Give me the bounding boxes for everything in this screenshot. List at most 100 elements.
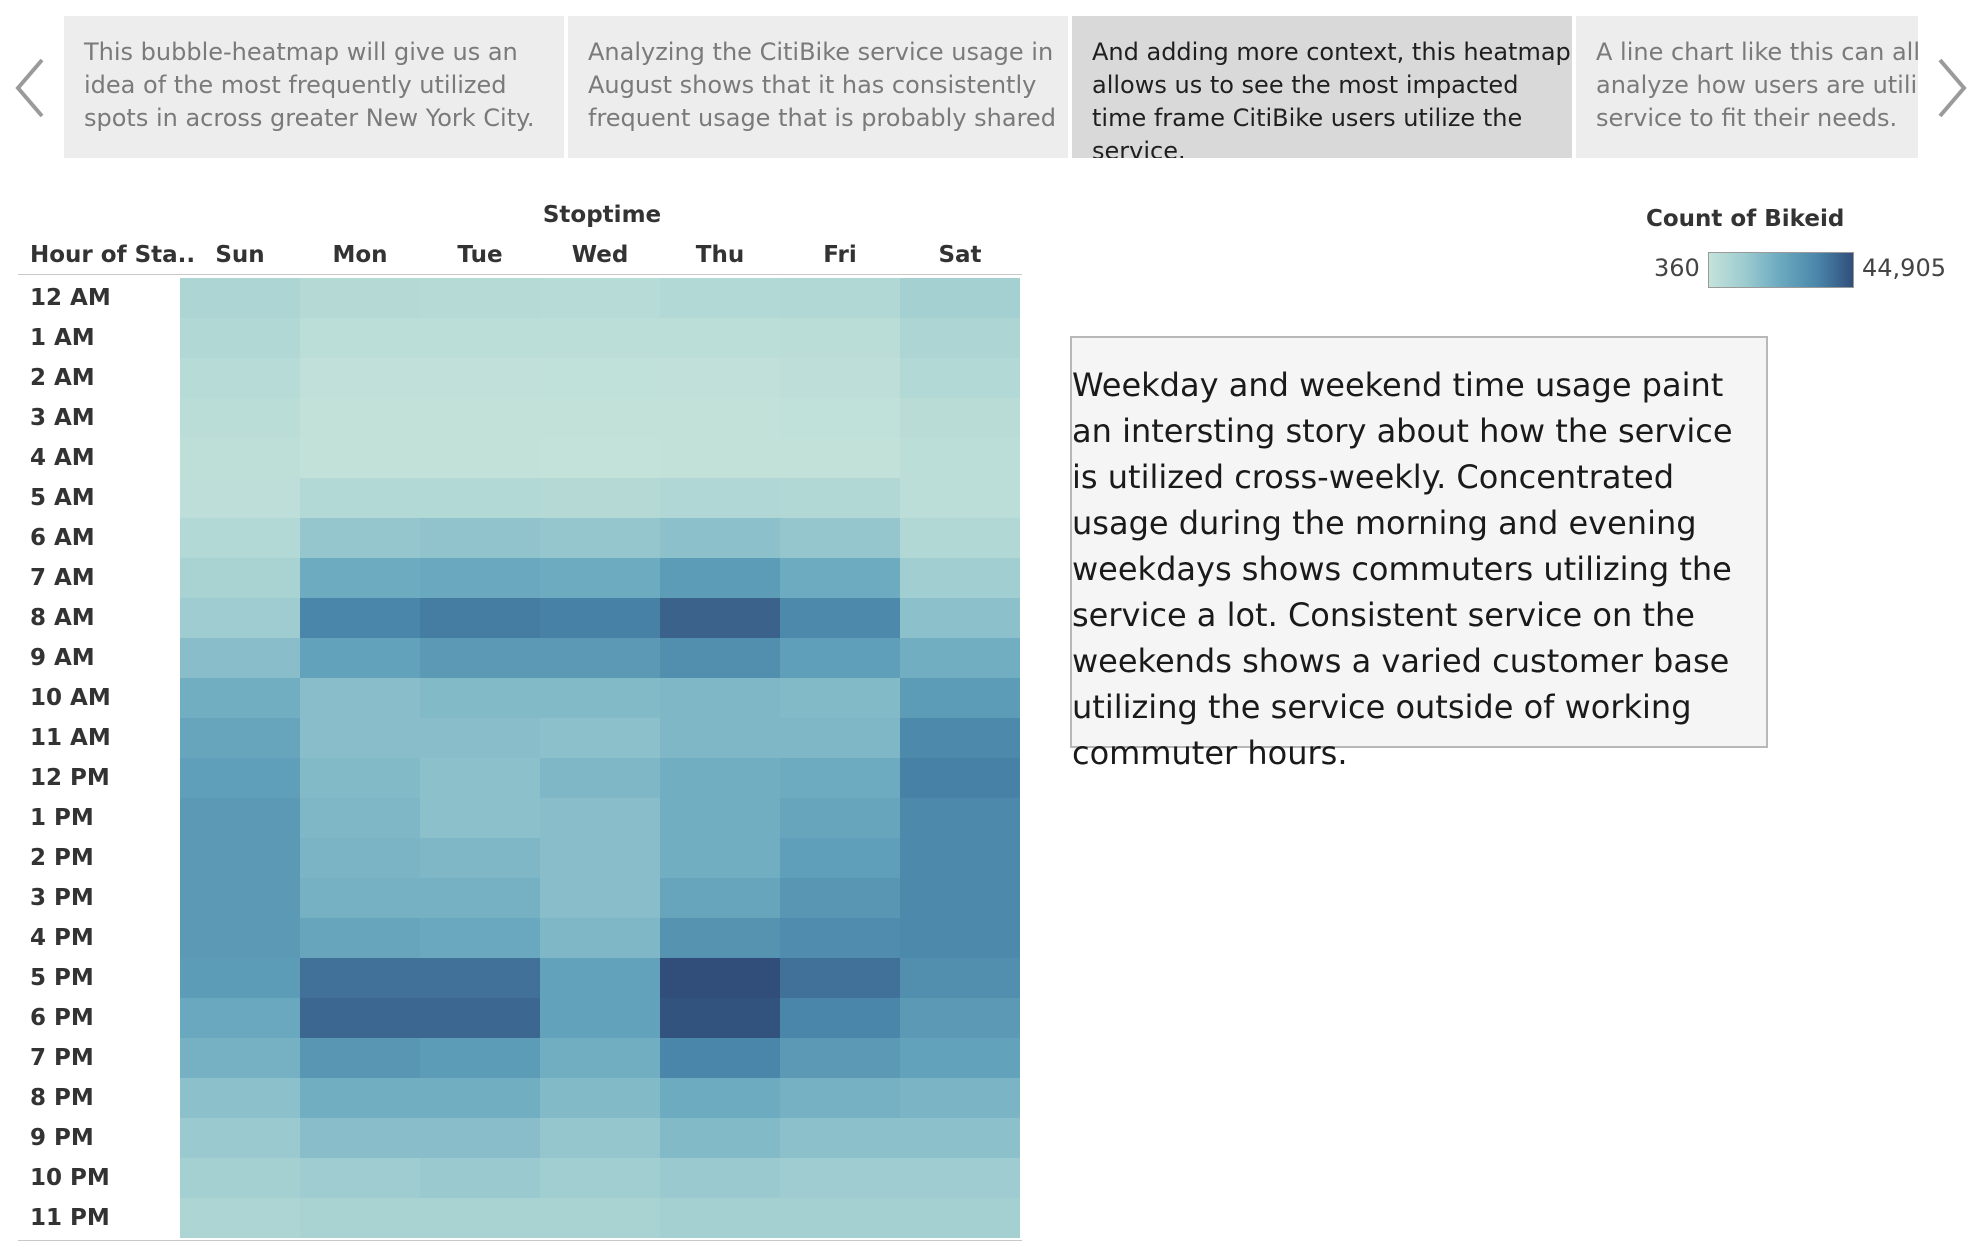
heatmap-cell[interactable] xyxy=(780,318,900,358)
heatmap-cell[interactable] xyxy=(900,398,1020,438)
heatmap-cell[interactable] xyxy=(540,1118,660,1158)
heatmap-cell[interactable] xyxy=(900,1158,1020,1198)
heatmap-cell[interactable] xyxy=(300,878,420,918)
heatmap-cell[interactable] xyxy=(660,1038,780,1078)
heatmap-cell[interactable] xyxy=(300,1038,420,1078)
heatmap-cell[interactable] xyxy=(180,958,300,998)
heatmap-cell[interactable] xyxy=(660,1198,780,1238)
heatmap-cell[interactable] xyxy=(300,798,420,838)
heatmap-cell[interactable] xyxy=(180,678,300,718)
heatmap-cell[interactable] xyxy=(540,998,660,1038)
heatmap-cell[interactable] xyxy=(900,318,1020,358)
previous-story-arrow[interactable] xyxy=(10,52,50,124)
heatmap-cell[interactable] xyxy=(780,438,900,478)
heatmap-cell[interactable] xyxy=(660,998,780,1038)
heatmap-cell[interactable] xyxy=(540,958,660,998)
heatmap-cell[interactable] xyxy=(420,918,540,958)
heatmap-cell[interactable] xyxy=(660,598,780,638)
heatmap-cell[interactable] xyxy=(180,718,300,758)
heatmap-cell[interactable] xyxy=(420,1198,540,1238)
heatmap-cell[interactable] xyxy=(780,358,900,398)
heatmap-cell[interactable] xyxy=(900,1118,1020,1158)
heatmap-cell[interactable] xyxy=(900,1198,1020,1238)
heatmap-cell[interactable] xyxy=(780,878,900,918)
heatmap-cell[interactable] xyxy=(420,838,540,878)
heatmap-cell[interactable] xyxy=(180,558,300,598)
next-story-arrow[interactable] xyxy=(1932,52,1972,124)
heatmap-cell[interactable] xyxy=(780,1038,900,1078)
heatmap-cell[interactable] xyxy=(540,718,660,758)
heatmap-cell[interactable] xyxy=(420,518,540,558)
heatmap-cell[interactable] xyxy=(540,478,660,518)
heatmap-cell[interactable] xyxy=(180,438,300,478)
heatmap-cell[interactable] xyxy=(180,838,300,878)
heatmap-cell[interactable] xyxy=(780,678,900,718)
heatmap-cell[interactable] xyxy=(300,718,420,758)
heatmap-cell[interactable] xyxy=(180,318,300,358)
heatmap-cell[interactable] xyxy=(540,438,660,478)
story-point-3-active[interactable]: And adding more context, this heatmap al… xyxy=(1072,16,1572,158)
heatmap-cell[interactable] xyxy=(300,1158,420,1198)
heatmap-cell[interactable] xyxy=(660,758,780,798)
heatmap-cell[interactable] xyxy=(660,278,780,318)
heatmap-cell[interactable] xyxy=(180,518,300,558)
heatmap-cell[interactable] xyxy=(420,478,540,518)
heatmap-cell[interactable] xyxy=(180,598,300,638)
heatmap-cell[interactable] xyxy=(300,678,420,718)
heatmap-cell[interactable] xyxy=(420,318,540,358)
heatmap-cell[interactable] xyxy=(540,918,660,958)
heatmap-cell[interactable] xyxy=(420,718,540,758)
heatmap-cell[interactable] xyxy=(660,878,780,918)
heatmap-cell[interactable] xyxy=(420,878,540,918)
story-point-1[interactable]: This bubble-heatmap will give us an idea… xyxy=(64,16,564,158)
heatmap-cell[interactable] xyxy=(420,358,540,398)
heatmap-cell[interactable] xyxy=(300,838,420,878)
heatmap-cell[interactable] xyxy=(420,758,540,798)
heatmap-cell[interactable] xyxy=(540,838,660,878)
heatmap-cell[interactable] xyxy=(780,518,900,558)
heatmap-cell[interactable] xyxy=(540,558,660,598)
heatmap-cell[interactable] xyxy=(780,478,900,518)
heatmap-cell[interactable] xyxy=(900,518,1020,558)
heatmap-cell[interactable] xyxy=(540,1158,660,1198)
heatmap-cell[interactable] xyxy=(540,318,660,358)
heatmap-cell[interactable] xyxy=(300,638,420,678)
heatmap-cell[interactable] xyxy=(420,278,540,318)
heatmap-cell[interactable] xyxy=(780,718,900,758)
heatmap-cell[interactable] xyxy=(420,1038,540,1078)
heatmap-cell[interactable] xyxy=(660,358,780,398)
heatmap-cell[interactable] xyxy=(780,1078,900,1118)
story-point-4[interactable]: A line chart like this can allow us to a… xyxy=(1576,16,1918,158)
heatmap-cell[interactable] xyxy=(660,838,780,878)
heatmap-cell[interactable] xyxy=(900,998,1020,1038)
heatmap-cell[interactable] xyxy=(180,638,300,678)
heatmap-cell[interactable] xyxy=(420,1078,540,1118)
heatmap-cell[interactable] xyxy=(420,1158,540,1198)
heatmap-cell[interactable] xyxy=(180,998,300,1038)
heatmap-cell[interactable] xyxy=(900,678,1020,718)
heatmap-cell[interactable] xyxy=(660,558,780,598)
heatmap-cell[interactable] xyxy=(780,278,900,318)
heatmap-cell[interactable] xyxy=(780,1198,900,1238)
heatmap-cell[interactable] xyxy=(900,718,1020,758)
heatmap-cell[interactable] xyxy=(180,1038,300,1078)
heatmap-cell[interactable] xyxy=(180,478,300,518)
heatmap-cell[interactable] xyxy=(780,838,900,878)
heatmap-cell[interactable] xyxy=(540,638,660,678)
heatmap-cell[interactable] xyxy=(300,398,420,438)
story-point-2[interactable]: Analyzing the CitiBike service usage in … xyxy=(568,16,1068,158)
heatmap-cell[interactable] xyxy=(540,678,660,718)
heatmap-cell[interactable] xyxy=(420,638,540,678)
heatmap-cell[interactable] xyxy=(180,358,300,398)
heatmap-cell[interactable] xyxy=(300,278,420,318)
heatmap-cell[interactable] xyxy=(180,398,300,438)
heatmap-cell[interactable] xyxy=(660,1118,780,1158)
heatmap-cell[interactable] xyxy=(420,798,540,838)
heatmap-cell[interactable] xyxy=(660,718,780,758)
heatmap-cell[interactable] xyxy=(300,1198,420,1238)
heatmap-cell[interactable] xyxy=(420,998,540,1038)
heatmap-cell[interactable] xyxy=(780,758,900,798)
heatmap-cell[interactable] xyxy=(300,1078,420,1118)
heatmap-cell[interactable] xyxy=(660,398,780,438)
heatmap-cell[interactable] xyxy=(540,518,660,558)
